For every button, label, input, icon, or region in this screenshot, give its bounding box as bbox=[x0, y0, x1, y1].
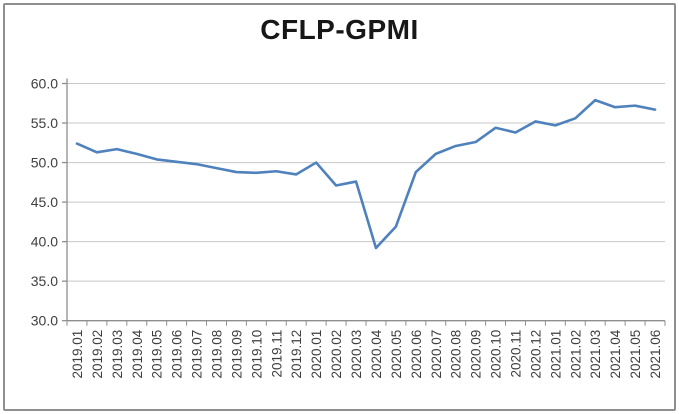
chart-title: CFLP-GPMI bbox=[260, 14, 419, 45]
x-tick-label: 2021.05 bbox=[628, 330, 643, 379]
x-tick-label: 2019.10 bbox=[249, 330, 264, 379]
x-tick-label: 2019.07 bbox=[190, 330, 205, 379]
x-tick-label: 2020.04 bbox=[369, 329, 384, 378]
x-tick-label: 2021.03 bbox=[588, 330, 603, 379]
x-tick-label: 2020.11 bbox=[509, 330, 524, 378]
x-tick-label: 2020.09 bbox=[469, 330, 484, 379]
x-tick-label: 2021.02 bbox=[568, 330, 583, 379]
x-tick-label: 2019.01 bbox=[70, 330, 85, 379]
x-tick-label: 2019.06 bbox=[170, 330, 185, 379]
y-tick-label: 60.0 bbox=[31, 76, 58, 92]
x-tick-label: 2019.04 bbox=[130, 329, 145, 378]
x-tick-label: 2020.02 bbox=[329, 330, 344, 379]
y-tick-label: 40.0 bbox=[31, 234, 58, 250]
y-tick-label: 30.0 bbox=[31, 313, 58, 329]
x-tick-label: 2019.03 bbox=[110, 330, 125, 379]
series-line-cflp-gpmi bbox=[75, 98, 657, 250]
x-tick-label: 2019.05 bbox=[150, 330, 165, 379]
x-tick-label: 2020.03 bbox=[349, 330, 364, 379]
y-tick-label: 50.0 bbox=[31, 155, 58, 171]
x-tick-label: 2021.01 bbox=[548, 330, 563, 379]
x-tick-label: 2020.05 bbox=[389, 330, 404, 379]
x-tick-label: 2020.01 bbox=[309, 330, 324, 379]
x-tick-label: 2019.02 bbox=[90, 330, 105, 379]
x-tick-label: 2020.10 bbox=[489, 330, 504, 379]
y-tick-label: 55.0 bbox=[31, 115, 58, 131]
x-tick-label: 2020.12 bbox=[528, 330, 543, 379]
x-tick-label: 2021.06 bbox=[648, 330, 663, 379]
x-tick-label: 2020.07 bbox=[429, 330, 444, 379]
x-tick-label: 2019.11 bbox=[269, 330, 284, 378]
x-tick-label: 2019.09 bbox=[229, 330, 244, 379]
x-tick-label: 2020.08 bbox=[449, 330, 464, 379]
x-tick-label: 2020.06 bbox=[409, 330, 424, 379]
y-tick-label: 35.0 bbox=[31, 273, 58, 289]
x-tick-label: 2021.04 bbox=[608, 329, 623, 378]
y-tick-label: 45.0 bbox=[31, 194, 58, 210]
x-tick-label: 2019.08 bbox=[210, 330, 225, 379]
x-tick-label: 2019.12 bbox=[289, 330, 304, 379]
